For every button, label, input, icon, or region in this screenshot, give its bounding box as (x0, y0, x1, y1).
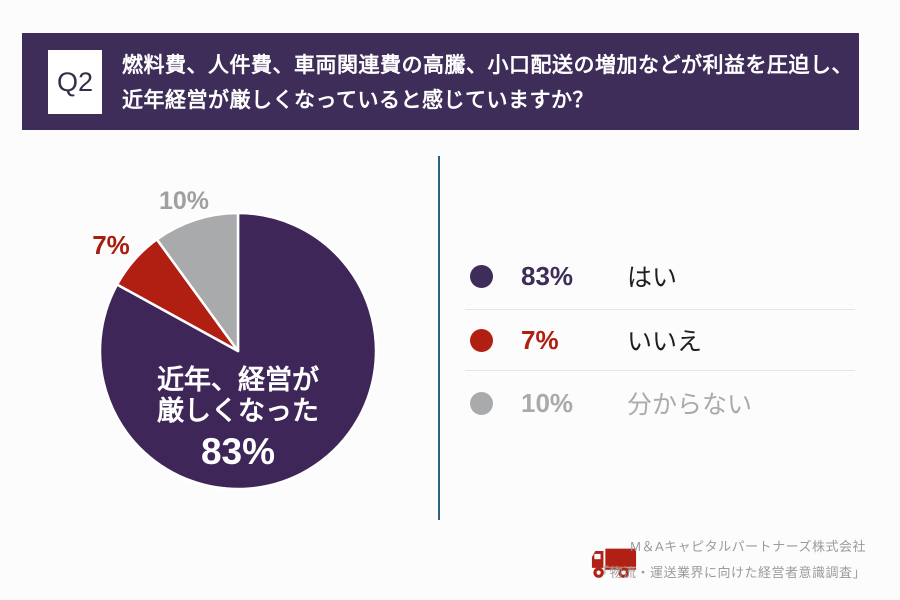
footer-credit: M＆Aキャピタルパートナーズ株式会社 「物流・運送業界に向けた経営者意識調査」 (596, 534, 866, 586)
survey-title: 「物流・運送業界に向けた経営者意識調査」 (595, 565, 866, 580)
legend-pct-yes: 83% (521, 260, 574, 291)
legend-row-unknown: 10% 分からない (470, 387, 860, 419)
pie-center-line2: 厳しくなった (157, 396, 319, 426)
pie-chart (98, 211, 378, 491)
pie-label-no: 7% (92, 230, 130, 260)
legend-dot-unknown (470, 391, 493, 415)
legend-dot-yes (470, 264, 493, 288)
pie-center-value: 83% (200, 431, 276, 472)
legend-pct-unknown: 10% (521, 387, 574, 418)
pie-slice-unknown (155, 211, 240, 353)
legend-pct-no: 7% (521, 324, 559, 355)
legend-divider-1 (465, 309, 855, 310)
pie-slice-yes (98, 211, 378, 491)
legend-row-no: 7% いいえ (470, 324, 860, 356)
question-text-line2: 近年経営が厳しくなっていると感じていますか？ (122, 89, 594, 112)
question-tag: Q2 (48, 50, 102, 114)
legend-dot-no (470, 328, 493, 352)
question-header: Q2 燃料費、人件費、車両関連費の高騰、小口配送の増加などが利益を圧迫し、 近年… (22, 33, 859, 130)
truck-icon (591, 548, 637, 578)
pie-center-label: 近年、経営が 厳しくなった 83% (88, 365, 388, 471)
question-text: 燃料費、人件費、車両関連費の高騰、小口配送の増加などが利益を圧迫し、 近年経営が… (122, 48, 853, 118)
company-name: M＆Aキャピタルパートナーズ株式会社 (630, 539, 866, 554)
legend-row-yes: 83% はい (470, 260, 860, 292)
legend-divider-2 (465, 370, 855, 371)
question-text-line1: 燃料費、人件費、車両関連費の高騰、小口配送の増加などが利益を圧迫し、 (122, 54, 853, 77)
pie-center-line1: 近年、経営が (157, 365, 319, 395)
legend-label-unknown: 分からない (627, 391, 753, 419)
legend-label-yes: はい (627, 264, 678, 292)
divider-vertical (438, 156, 440, 520)
legend-label-no: いいえ (627, 328, 703, 356)
pie-label-unknown: 10% (158, 187, 210, 215)
